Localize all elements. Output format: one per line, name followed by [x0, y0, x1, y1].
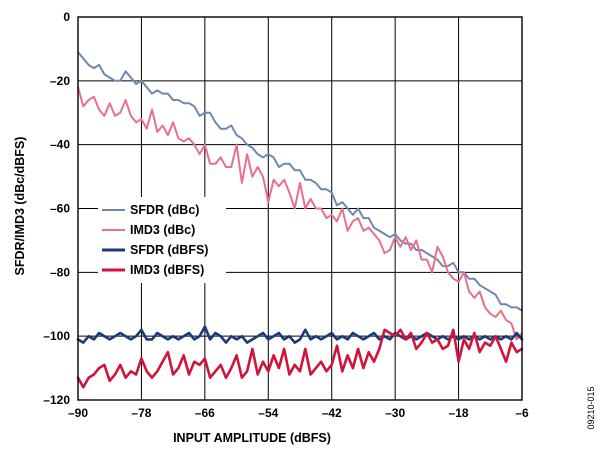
legend-label: IMD3 (dBFS) — [130, 263, 204, 277]
x-tick-label: –54 — [258, 406, 278, 420]
x-tick-label: –90 — [68, 406, 88, 420]
legend-label: SFDR (dBc) — [130, 203, 199, 217]
series-line-3 — [76, 325, 524, 344]
series-lines — [76, 51, 524, 389]
x-tick-label: –42 — [322, 406, 342, 420]
y-tick-label: –80 — [50, 265, 70, 279]
x-tick-label: –6 — [515, 406, 529, 420]
series-line-1 — [77, 51, 523, 312]
y-axis-label: SFDR/IMD3 (dBc/dBFS) — [13, 137, 27, 276]
x-axis-label: INPUT AMPLITUDE (dBFS) — [173, 431, 331, 445]
x-tick-label: –30 — [385, 406, 405, 420]
x-tick-label: –66 — [195, 406, 215, 420]
y-tick-label: –60 — [50, 202, 70, 216]
x-tick-label: –18 — [449, 406, 469, 420]
legend-items: SFDR (dBc) IMD3 (dBc) SFDR (dBFS) IMD3 (dBF… — [102, 203, 208, 277]
legend: SFDR (dBc) IMD3 (dBc) SFDR (dBFS) IMD3 (dBF… — [98, 197, 226, 283]
x-tick-labels: –90 –78 –66 –54 –42 –30 –18 –6 — [68, 406, 529, 420]
y-tick-label: –20 — [50, 74, 70, 88]
x-tick-label: –78 — [131, 406, 151, 420]
y-tick-label: 0 — [63, 10, 70, 24]
y-tick-label: –120 — [43, 393, 70, 407]
y-tick-label: –100 — [43, 329, 70, 343]
figure-id: 09210-015 — [586, 386, 596, 429]
legend-label: SFDR (dBFS) — [130, 243, 208, 257]
series-line-4 — [76, 328, 524, 389]
series-line-2 — [77, 86, 523, 341]
y-tick-label: –40 — [50, 138, 70, 152]
legend-label: IMD3 (dBc) — [130, 223, 195, 237]
plot-frame — [77, 16, 523, 401]
y-tick-labels: 0 –20 –40 –60 –80 –100 –120 — [43, 10, 70, 407]
